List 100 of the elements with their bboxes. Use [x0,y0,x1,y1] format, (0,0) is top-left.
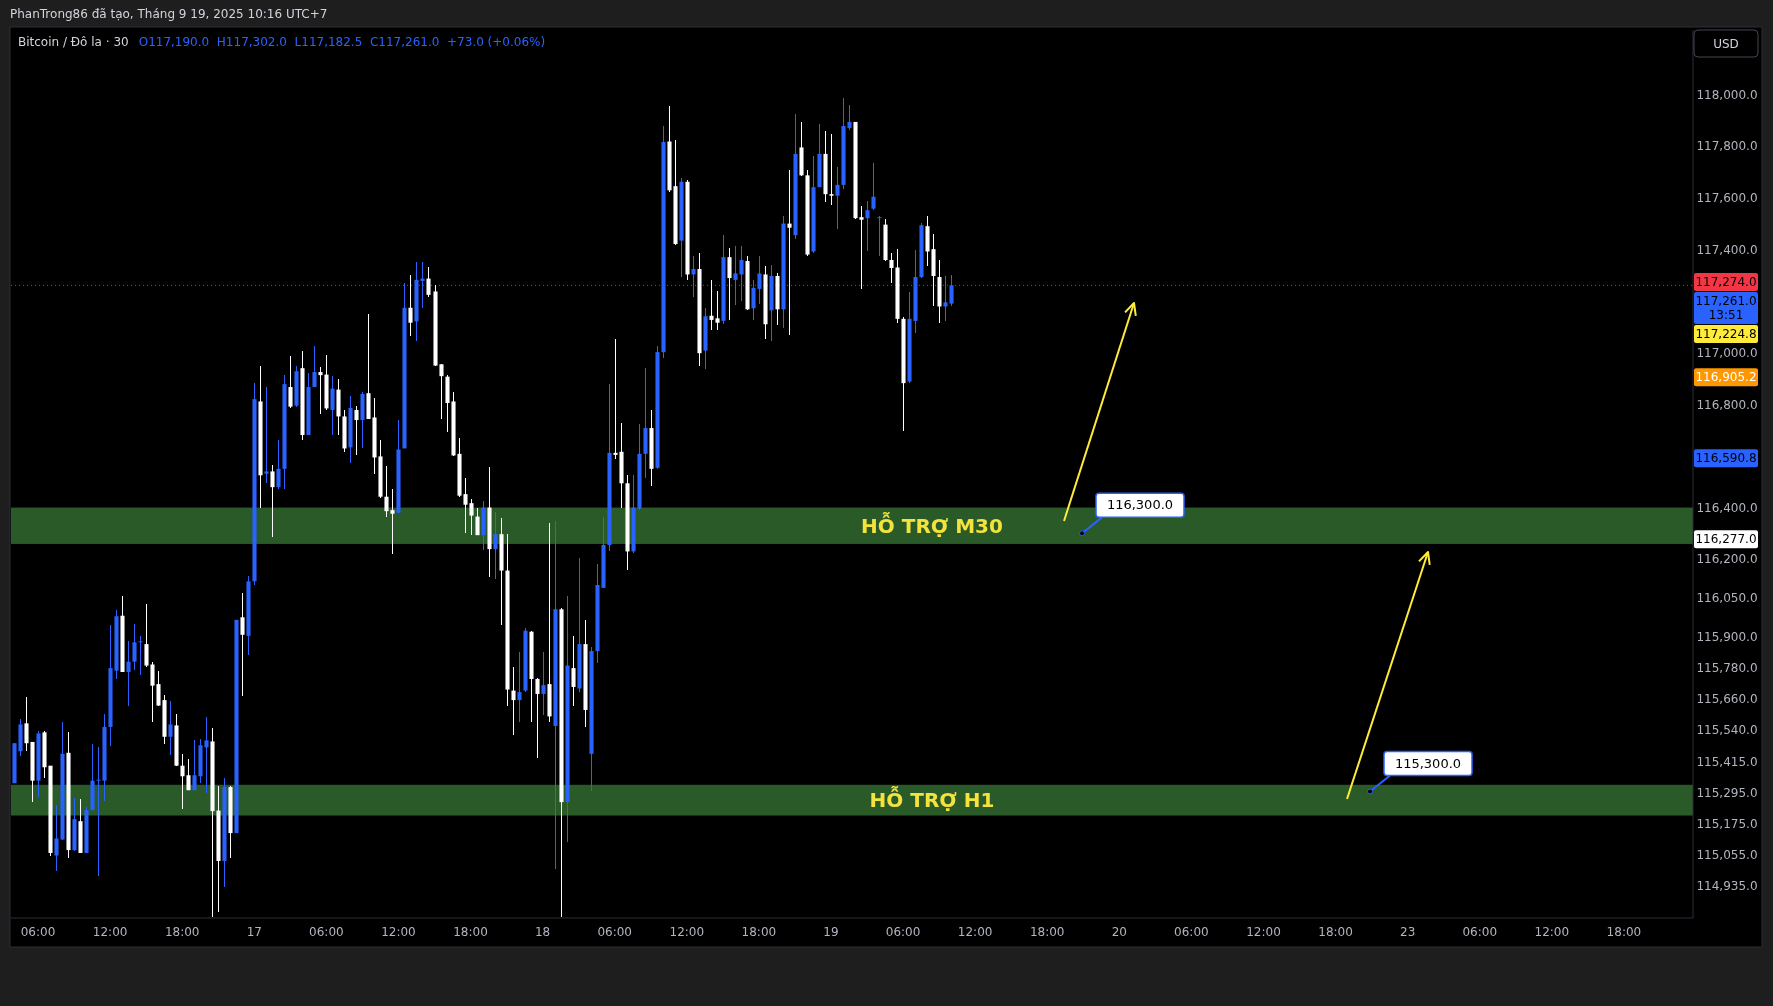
candlestick [865,200,870,253]
x-tick-label: 18:00 [1029,925,1065,939]
x-tick-label: 06:00 [885,925,921,939]
candlestick [517,651,522,723]
candlestick [300,350,305,442]
annotation: O117,190.0 H117,302.0 L117,182.5 C117,261.0 +73.0 (+0.06%) [138,35,546,49]
candlestick [565,595,570,843]
candlestick [312,345,317,388]
x-tick-label: 12:00 [1534,925,1570,939]
y-tick-label: 115,055.0 [1696,847,1758,862]
candlestick [348,395,353,464]
candlestick [499,517,504,626]
y-tick-label: 117,600.0 [1696,190,1758,205]
candlestick [745,254,750,311]
y-tick-label: 115,295.0 [1696,786,1758,800]
x-tick-label: 12:00 [957,925,993,939]
x-tick-label: 23 [1400,925,1416,939]
y-tick-label: 115,900.0 [1696,629,1758,644]
candlestick [607,383,612,553]
y-tick-label: 118,000.0 [1696,87,1758,102]
candlestick [799,121,804,178]
candlestick [487,466,492,578]
text: 116,590.8 [1695,451,1757,466]
candlestick [318,366,323,415]
candlestick [330,375,335,436]
x-tick-label: 20 [1111,925,1127,939]
candlestick [697,252,702,367]
candlestick [66,731,71,860]
candlestick [877,214,882,257]
y-tick-label: 116,050.0 [1696,591,1758,606]
candlestick [775,272,780,326]
text: 116,905.2 [1695,370,1757,385]
x-tick-label: 06:00 [309,925,344,939]
candlestick [174,712,179,767]
x-tick-label: 06:00 [1174,925,1209,939]
candlestick [559,607,564,918]
candlestick [685,179,690,281]
candlestick [763,265,768,340]
x-tick-label: 06:00 [20,925,56,939]
x-tick-label: 19 [823,925,839,939]
candlestick [919,221,924,279]
candlestick [553,520,558,870]
candlestick [246,575,251,656]
candlestick [222,777,227,888]
candlestick [703,307,708,370]
candlestick [835,166,840,230]
candlestick [132,623,137,671]
candlestick [138,635,143,676]
candlestick [168,700,173,757]
candlestick [36,730,41,798]
candlestick [817,123,822,188]
candlestick [120,595,125,673]
candlestick [270,464,275,538]
x-tick-label: 12:00 [669,925,705,939]
candlestick [679,177,684,278]
ref-line-label: 117,261.0 13:51 [1695,293,1757,322]
y-tick-label: 117,000.0 [1696,345,1758,360]
candlestick [625,474,630,571]
candlestick [589,646,594,792]
candlestick [276,439,281,490]
candlestick [210,727,215,918]
text: USD [1713,37,1739,51]
x-tick-label: 12:00 [381,925,416,939]
y-tick-label: 115,415.0 [1696,755,1758,770]
y-tick-label: 115,660.0 [1696,691,1758,706]
candlestick [336,378,341,436]
candlestick [216,785,221,913]
candlestick [90,743,95,811]
annotation: 116,300.0 [1106,497,1174,513]
y-tick-label: 115,175.0 [1696,816,1758,831]
candlestick [829,133,834,206]
candlestick [583,619,588,728]
x-tick-label: 12:00 [1246,925,1281,939]
candlestick [727,246,732,321]
candlestick [306,371,311,436]
candlestick [294,364,299,408]
x-tick-label: 18:00 [164,925,200,939]
candlestick [72,797,77,853]
chart-title: Bitcoin / Đô la · 30 [18,35,129,49]
y-tick-label: 115,780.0 [1696,660,1758,675]
candlestick [643,367,648,479]
candlestick [655,345,660,470]
candlestick [282,374,287,490]
y-tick-label: 116,800.0 [1696,397,1758,412]
candlestick [529,630,534,723]
x-tick-label: 18 [534,925,551,939]
candlestick [787,169,792,336]
band-label: HỖ TRỢ M30 [861,510,1003,538]
candlestick [547,521,552,723]
candlestick [505,533,510,707]
y-tick-label: 116,400.0 [1696,500,1758,515]
candlestick [811,155,816,254]
x-tick-label: 06:00 [597,925,633,939]
candlestick [475,506,480,536]
candlestick [126,640,131,707]
x-tick-label: 17 [246,925,262,939]
candlestick [535,677,540,759]
text: 117,274.0 [1695,274,1757,289]
x-tick-label: 18:00 [741,925,777,939]
text: PhanTrong86 đã tạo, Tháng 9 19, 2025 10:16 UTC+7 [10,7,328,21]
